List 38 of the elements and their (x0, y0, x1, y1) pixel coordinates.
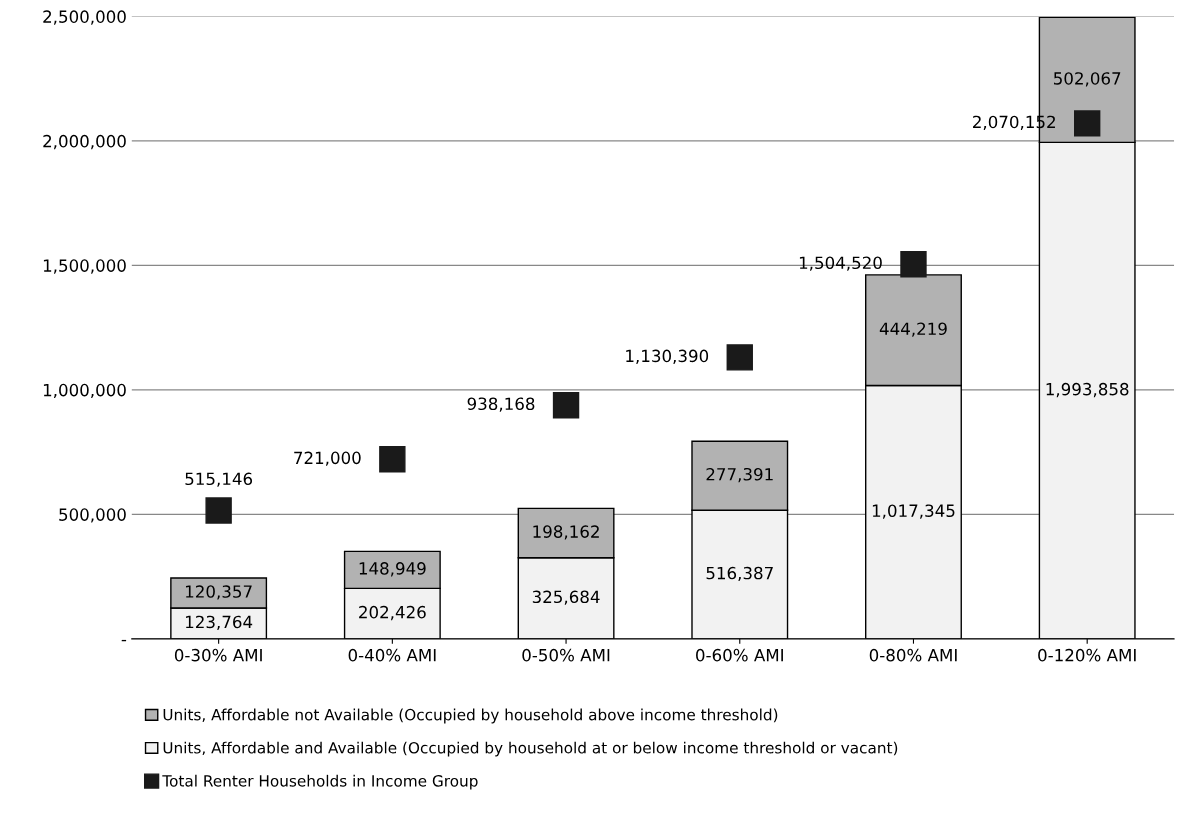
x-tick-label: 0-60% AMI (696, 648, 783, 662)
y-tick-label: - (121, 639, 127, 642)
y-tick-label: 500,000 (59, 508, 126, 523)
y-tick-label: 1,500,000 (43, 259, 126, 274)
point (900, 251, 927, 278)
legend-label: Units, Affordable not Available (Occupied by household above income threshold) (163, 708, 778, 724)
data-label: 148,949 (359, 562, 426, 577)
y-tick-label: 2,000,000 (43, 134, 126, 150)
legend-label: Total Renter Households in Income Group (162, 774, 478, 790)
data-label: 516,387 (706, 566, 773, 582)
data-label: 1,993,858 (1046, 382, 1129, 398)
data-label: 277,391 (706, 467, 773, 483)
data-label: 120,357 (186, 585, 252, 600)
point (1073, 110, 1101, 137)
legend-label: Units, Affordable and Available (Occupied by household at or below income threshold or vacant) (163, 741, 898, 757)
data-label: 202,426 (359, 605, 426, 621)
data-label: 123,764 (186, 615, 253, 630)
x-tick-label: 0-50% AMI (522, 648, 610, 662)
point (379, 446, 406, 473)
data-label: 502,067 (1054, 72, 1121, 87)
point (205, 497, 232, 524)
point (552, 392, 580, 419)
y-tick-label: 1,000,000 (43, 383, 126, 399)
x-tick-label: 0-30% AMI (174, 648, 262, 662)
point (726, 344, 753, 371)
data-label: 938,168 (467, 397, 535, 412)
data-label: 444,219 (879, 322, 947, 337)
x-tick-label: 0-80% AMI (869, 648, 957, 662)
data-label: 515,146 (185, 472, 253, 487)
data-label: 325,684 (532, 590, 600, 605)
data-label: 198,162 (533, 525, 599, 540)
data-label: 721,000 (294, 451, 361, 466)
data-label: 1,130,390 (626, 349, 709, 364)
data-label: 1,017,345 (872, 504, 955, 519)
data-label: 1,504,520 (799, 256, 882, 271)
x-tick-label: 0-40% AMI (348, 648, 436, 662)
y-tick-label: 2,500,000 (43, 10, 126, 25)
x-tick-label: 0-120% AMI (1038, 648, 1136, 662)
